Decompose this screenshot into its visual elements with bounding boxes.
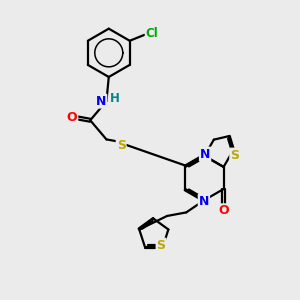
Text: O: O: [67, 111, 77, 124]
Text: S: S: [157, 238, 166, 252]
Text: N: N: [199, 195, 209, 208]
Text: N: N: [96, 94, 106, 108]
Text: Cl: Cl: [146, 28, 158, 40]
Text: S: S: [117, 140, 126, 152]
Text: O: O: [218, 204, 229, 217]
Text: N: N: [200, 148, 210, 160]
Text: H: H: [110, 92, 120, 105]
Text: S: S: [230, 148, 239, 162]
